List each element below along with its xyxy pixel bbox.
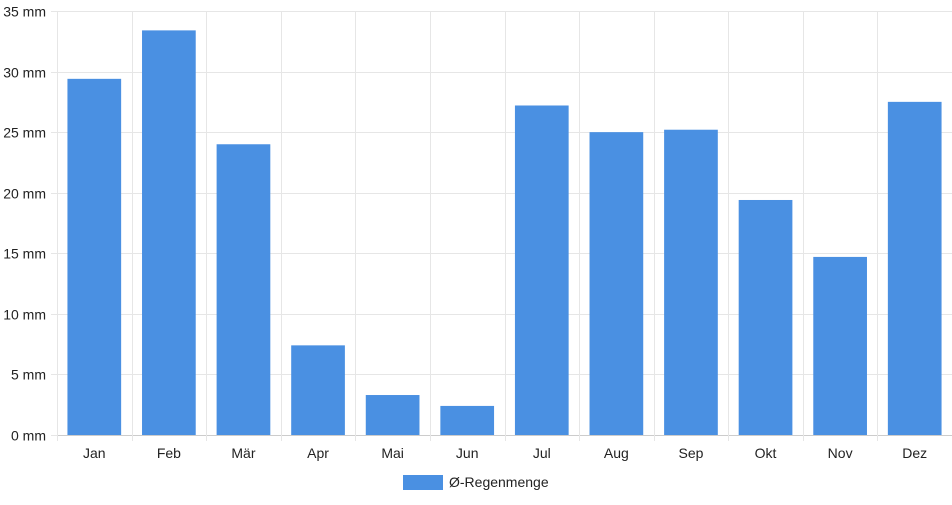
legend[interactable]: Ø-Regenmenge [403,474,549,490]
bar-apr[interactable] [291,345,345,435]
bar-jul[interactable] [514,105,569,436]
x-tick-label: Okt [755,445,777,461]
x-tick-label: Aug [604,445,629,461]
bar-dez[interactable] [887,101,942,435]
legend-swatch [403,475,443,490]
x-tick-label: Mär [231,445,255,461]
x-tick-label: Feb [157,445,181,461]
bar-mai[interactable] [365,395,420,435]
y-tick-label: 5 mm [11,367,46,383]
x-tick-label: Jan [83,445,106,461]
y-tick-label: 25 mm [3,125,46,141]
y-tick-label: 35 mm [3,4,46,20]
y-tick-label: 20 mm [3,186,46,202]
bar-sep[interactable] [664,129,718,435]
bar-mär[interactable] [216,144,271,435]
bar-jan[interactable] [67,78,122,435]
bar-feb[interactable] [142,30,196,436]
x-tick-label: Dez [902,445,927,461]
legend-label: Ø-Regenmenge [449,474,549,490]
axis-layer: 0 mm 5 mm 10 mm 15 mm 20 mm 25 mm 30 mm 35 mm Ja… [3,4,927,462]
x-tick-label: Sep [678,445,703,461]
y-tick-label: 10 mm [3,307,46,323]
y-tick-label: 0 mm [11,428,46,444]
bar-layer [67,30,942,436]
x-tick-label: Jun [456,445,479,461]
bar-nov[interactable] [813,256,867,435]
bar-aug[interactable] [589,132,644,435]
x-tick-label: Mai [381,445,404,461]
bar-okt[interactable] [738,199,793,435]
y-tick-label: 30 mm [3,65,46,81]
grid-layer [57,11,952,441]
bar-jun[interactable] [440,405,495,435]
y-tick-label: 15 mm [3,246,46,262]
x-tick-label: Jul [533,445,551,461]
x-tick-label: Apr [307,445,329,461]
x-tick-label: Nov [828,445,853,461]
